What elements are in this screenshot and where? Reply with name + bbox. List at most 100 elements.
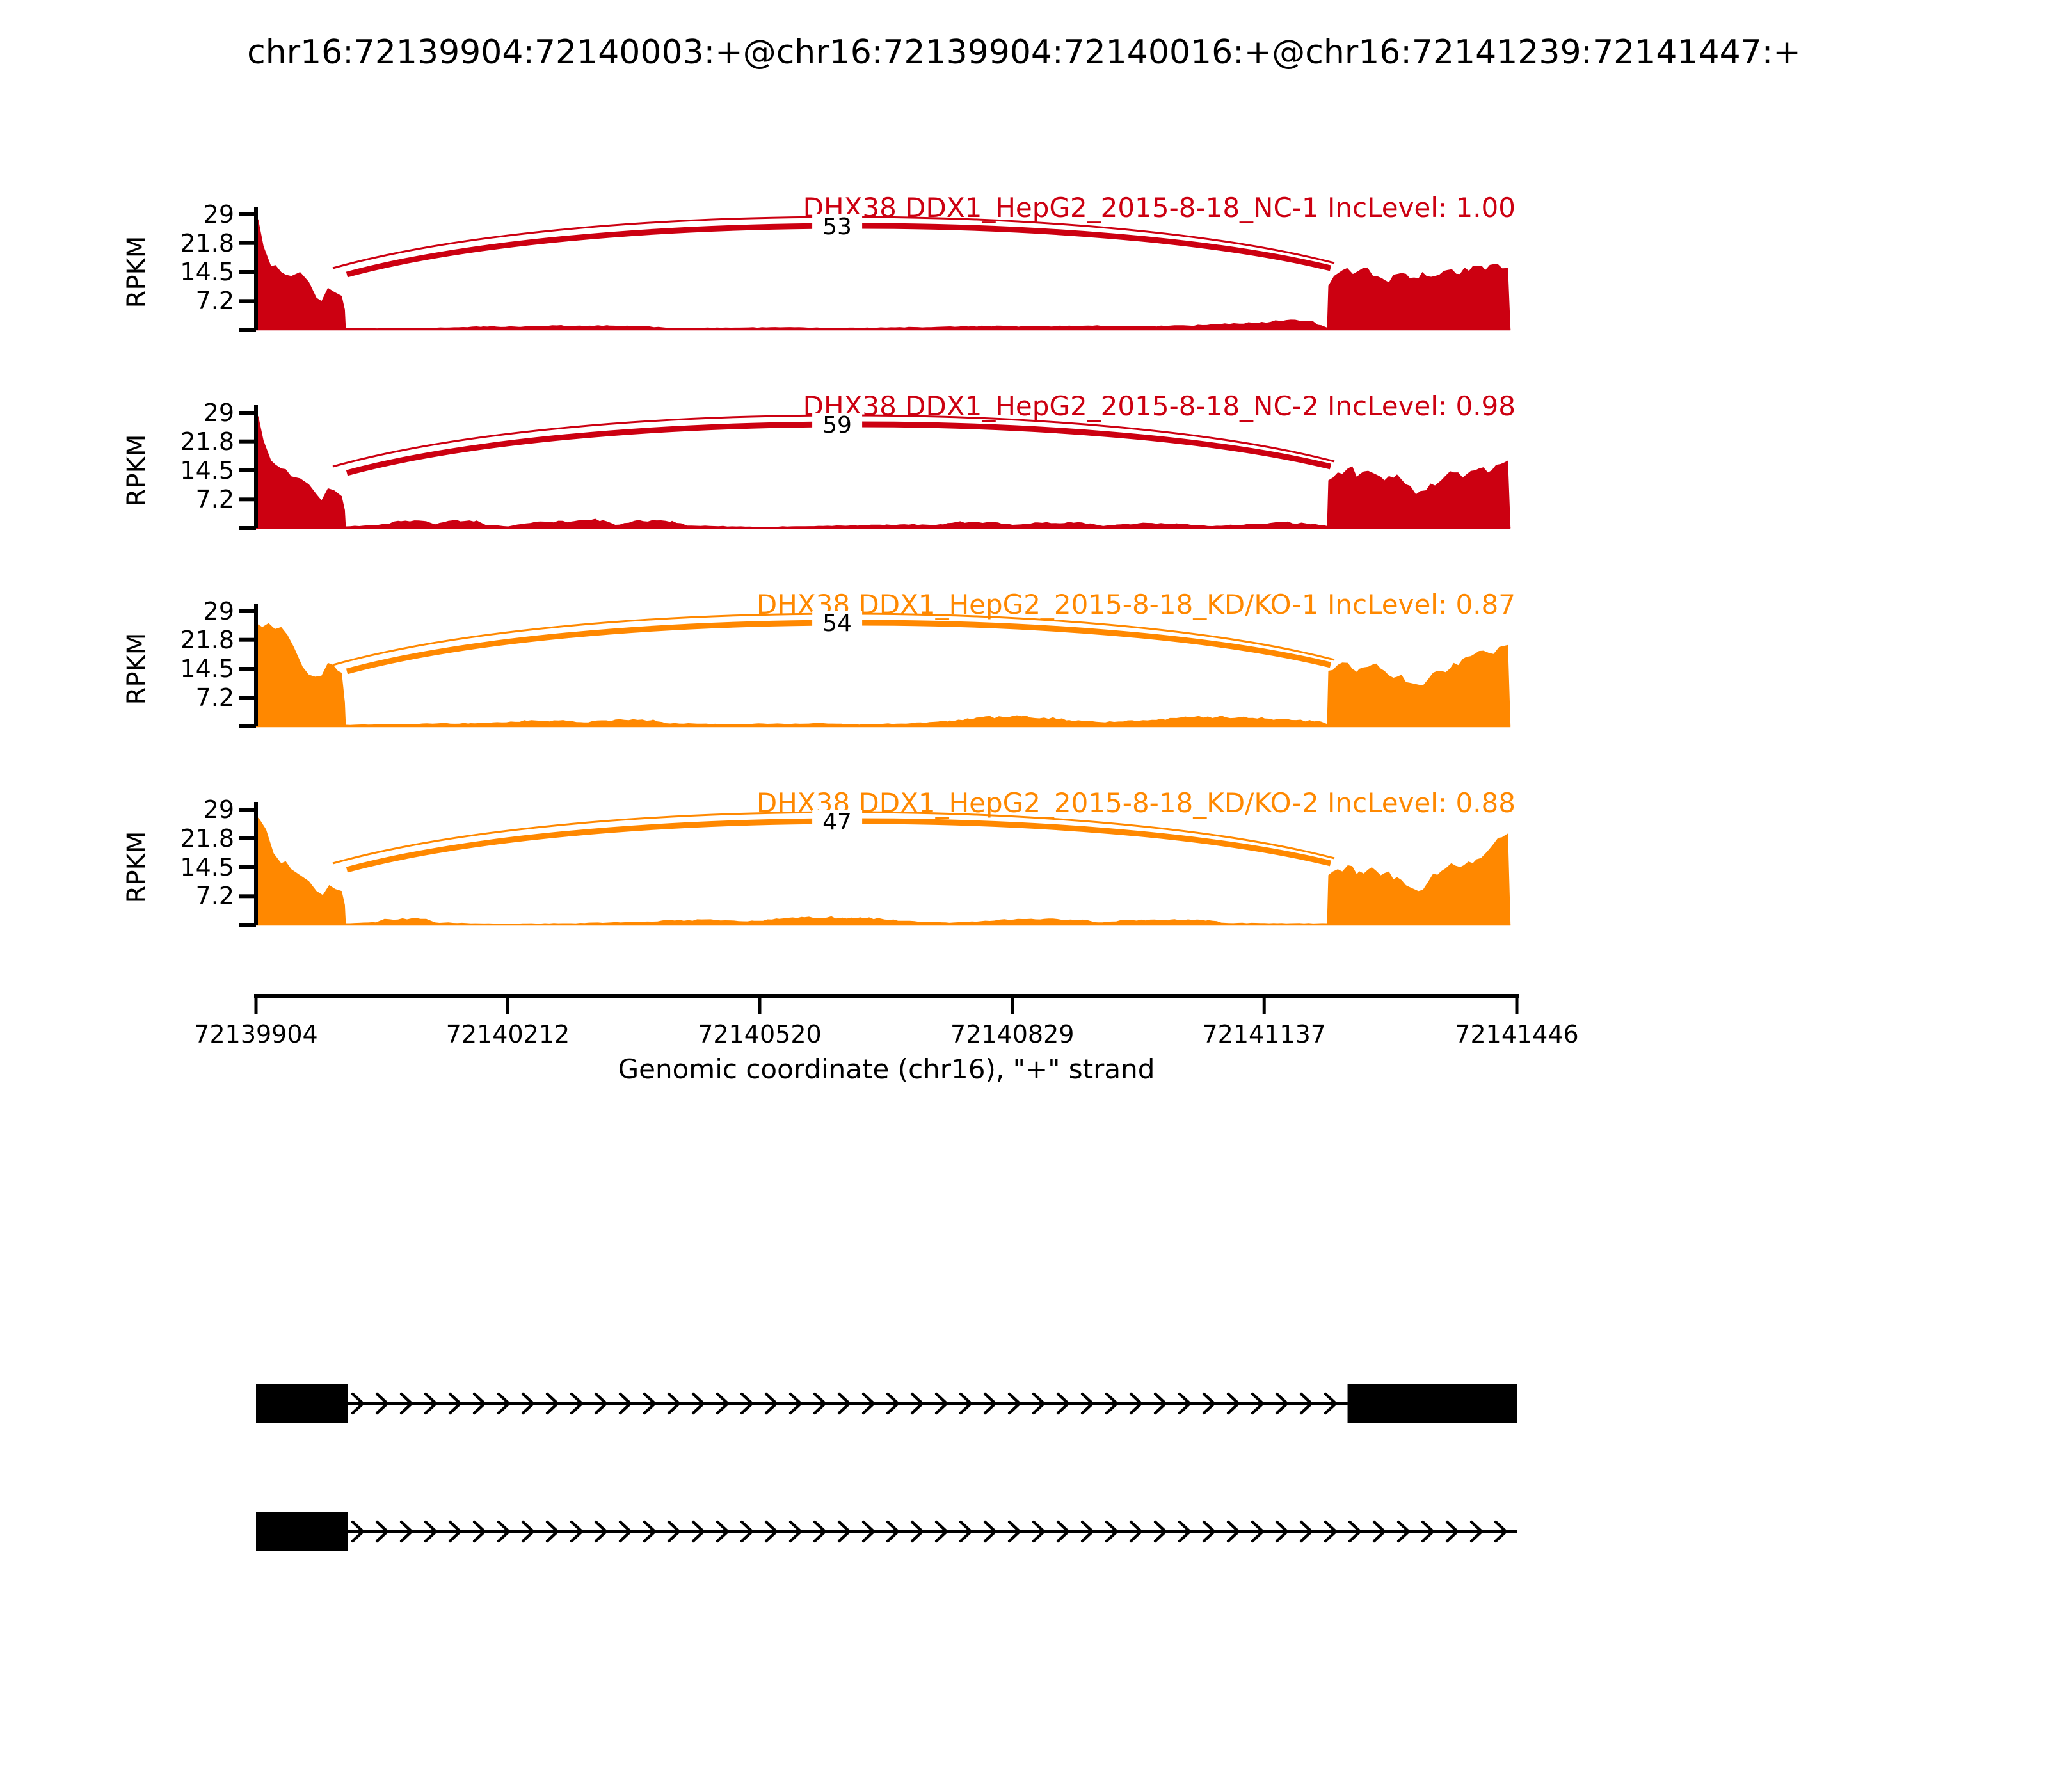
strand-direction-arrow [1007, 1392, 1022, 1415]
strand-direction-arrow [934, 1520, 949, 1543]
junction-count-label: 47 [812, 810, 862, 835]
strand-direction-arrow [1324, 1520, 1338, 1543]
strand-direction-arrow [1202, 1392, 1217, 1415]
strand-direction-arrow [740, 1520, 755, 1543]
strand-direction-arrow [375, 1520, 390, 1543]
exon-box [1347, 1384, 1517, 1423]
strand-direction-arrow [1056, 1392, 1071, 1415]
y-axis-spine [254, 802, 258, 925]
y-axis-tick [239, 212, 256, 216]
x-tick-label: 72140829 [950, 1020, 1075, 1048]
y-axis-tick [239, 865, 256, 869]
strand-direction-arrow [472, 1392, 487, 1415]
y-tick-label: 21.8 [180, 228, 234, 257]
strand-direction-arrow [691, 1520, 706, 1543]
strand-direction-arrow [521, 1520, 536, 1543]
y-axis-tick [239, 696, 256, 700]
strand-direction-arrow [545, 1520, 560, 1543]
coverage-area [256, 413, 1511, 528]
coverage-area [256, 815, 1511, 925]
strand-direction-arrow [910, 1520, 925, 1543]
strand-direction-arrow [643, 1520, 657, 1543]
strand-direction-arrow [1396, 1520, 1411, 1543]
y-axis-tick [239, 497, 256, 502]
y-axis-tick [239, 439, 256, 444]
y-axis-tick [239, 328, 256, 332]
y-tick-label: 14.5 [180, 456, 234, 484]
strand-direction-arrow [1445, 1520, 1460, 1543]
y-axis-spine [254, 405, 258, 528]
strand-direction-arrow [618, 1392, 633, 1415]
y-axis-spine [254, 207, 258, 330]
y-axis-label: RPKM [122, 632, 152, 705]
y-axis-tick [239, 637, 256, 642]
strand-direction-arrow [1105, 1392, 1119, 1415]
strand-direction-arrow [1129, 1520, 1144, 1543]
x-tick-label: 72139904 [194, 1020, 318, 1048]
track-label: DHX38 DDX1_HepG2_2015-8-18_KD/KO-2 IncLe… [756, 787, 1516, 819]
coverage-area [256, 214, 1511, 330]
y-axis-label: RPKM [122, 236, 152, 308]
strand-direction-arrow [375, 1392, 390, 1415]
y-axis-spine [254, 604, 258, 726]
strand-direction-arrow [837, 1520, 852, 1543]
y-axis-tick [239, 468, 256, 472]
y-tick-label: 14.5 [180, 258, 234, 286]
strand-direction-arrow [667, 1520, 682, 1543]
y-tick-label: 29 [203, 399, 234, 427]
strand-direction-arrow [983, 1520, 998, 1543]
y-axis-tick [239, 526, 256, 530]
strand-direction-arrow [667, 1392, 682, 1415]
strand-direction-arrow [643, 1392, 657, 1415]
track-label: DHX38 DDX1_HepG2_2015-8-18_NC-1 IncLevel… [803, 192, 1516, 223]
y-tick-label: 21.8 [180, 824, 234, 852]
strand-direction-arrow [1275, 1392, 1290, 1415]
strand-direction-arrow [1226, 1392, 1241, 1415]
exon-box [256, 1384, 348, 1423]
strand-direction-arrow [545, 1392, 560, 1415]
strand-direction-arrow [910, 1392, 925, 1415]
strand-direction-arrow [740, 1392, 755, 1415]
strand-direction-arrow [1105, 1520, 1119, 1543]
y-axis-label: RPKM [122, 831, 152, 904]
x-tick-label: 72140520 [698, 1020, 822, 1048]
strand-direction-arrow [1372, 1520, 1387, 1543]
strand-direction-arrow [691, 1392, 706, 1415]
y-axis-label: RPKM [122, 434, 152, 507]
junction-count-label: 54 [812, 611, 862, 637]
track-label: DHX38 DDX1_HepG2_2015-8-18_NC-2 IncLevel… [803, 390, 1516, 422]
strand-direction-arrow [448, 1392, 463, 1415]
strand-direction-arrow [1178, 1392, 1192, 1415]
track-label: DHX38 DDX1_HepG2_2015-8-18_KD/KO-1 IncLe… [756, 589, 1516, 620]
strand-direction-arrow [1153, 1520, 1168, 1543]
y-axis-tick [239, 667, 256, 671]
strand-direction-arrow [497, 1392, 511, 1415]
strand-direction-arrow [472, 1520, 487, 1543]
y-axis-tick [239, 241, 256, 245]
strand-direction-arrow [594, 1520, 609, 1543]
strand-direction-arrow [424, 1520, 438, 1543]
strand-direction-arrow [764, 1392, 779, 1415]
junction-count-label: 59 [812, 413, 862, 438]
strand-direction-arrow [1178, 1520, 1192, 1543]
x-axis-tick [1011, 998, 1014, 1014]
strand-direction-arrow [1324, 1392, 1338, 1415]
strand-direction-arrow [521, 1392, 536, 1415]
strand-direction-arrow [1007, 1520, 1022, 1543]
y-axis-tick [239, 411, 256, 415]
strand-direction-arrow [424, 1392, 438, 1415]
strand-direction-arrow [1226, 1520, 1241, 1543]
strand-direction-arrow [886, 1520, 900, 1543]
y-axis-tick [239, 299, 256, 303]
strand-direction-arrow [716, 1520, 730, 1543]
strand-direction-arrow [351, 1392, 365, 1415]
strand-direction-arrow [448, 1520, 463, 1543]
y-tick-label: 21.8 [180, 625, 234, 654]
exon-box [256, 1512, 348, 1551]
x-tick-label: 72141137 [1202, 1020, 1326, 1048]
strand-direction-arrow [1299, 1520, 1314, 1543]
y-axis-tick [239, 609, 256, 613]
x-axis-tick [1515, 998, 1519, 1014]
y-axis-tick [239, 923, 256, 927]
strand-direction-arrow [788, 1392, 803, 1415]
